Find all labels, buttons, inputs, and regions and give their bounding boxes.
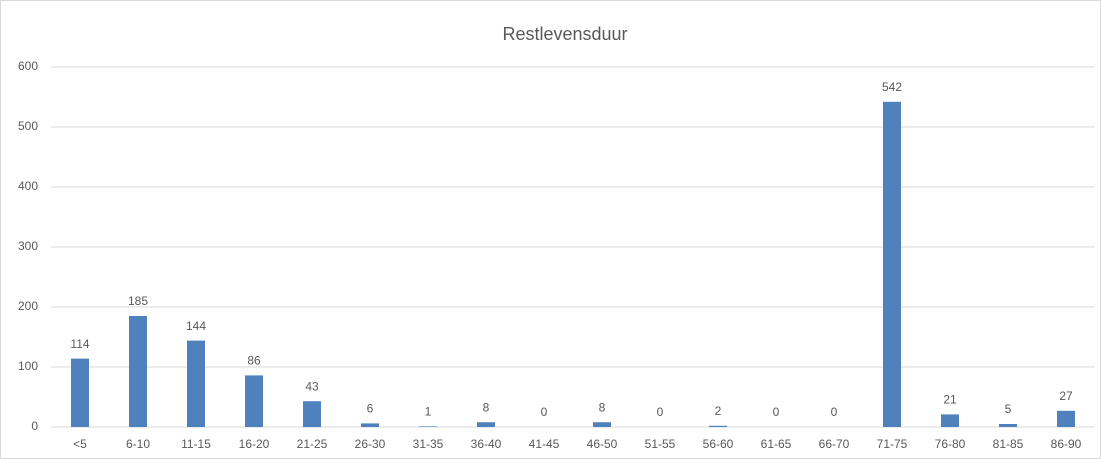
data-label: 8 bbox=[599, 400, 606, 414]
bar bbox=[245, 375, 263, 427]
data-label: 0 bbox=[657, 405, 664, 419]
x-tick-label: 41-45 bbox=[529, 437, 560, 451]
x-tick-label: 46-50 bbox=[587, 437, 618, 451]
x-tick-label: 6-10 bbox=[126, 437, 150, 451]
bar bbox=[361, 423, 379, 427]
y-tick-label: 200 bbox=[18, 299, 38, 313]
bar bbox=[129, 316, 147, 427]
data-label: 43 bbox=[305, 379, 319, 393]
data-label: 144 bbox=[186, 319, 206, 333]
x-tick-label: 21-25 bbox=[297, 437, 328, 451]
data-label: 0 bbox=[541, 405, 548, 419]
data-label: 542 bbox=[882, 80, 902, 94]
x-tick-label: 36-40 bbox=[471, 437, 502, 451]
y-tick-label: 600 bbox=[18, 59, 38, 73]
x-tick-label: 56-60 bbox=[703, 437, 734, 451]
data-label: 185 bbox=[128, 294, 148, 308]
data-label: 0 bbox=[831, 405, 838, 419]
y-tick-label: 300 bbox=[18, 239, 38, 253]
bar bbox=[941, 414, 959, 427]
bar bbox=[477, 422, 495, 427]
x-tick-label: 86-90 bbox=[1051, 437, 1082, 451]
y-tick-label: 500 bbox=[18, 119, 38, 133]
data-label: 0 bbox=[773, 405, 780, 419]
bar bbox=[187, 340, 205, 427]
x-tick-label: 16-20 bbox=[239, 437, 270, 451]
bar bbox=[883, 101, 901, 428]
data-label: 114 bbox=[70, 337, 89, 351]
data-label: 86 bbox=[247, 354, 261, 368]
y-tick-label: 0 bbox=[31, 419, 38, 433]
data-label: 6 bbox=[367, 402, 374, 416]
chart-title: Restlevensduur bbox=[502, 24, 627, 44]
data-label: 1 bbox=[425, 405, 432, 419]
x-tick-label: 81-85 bbox=[993, 437, 1024, 451]
data-label: 21 bbox=[943, 393, 957, 407]
x-tick-label: 26-30 bbox=[355, 437, 386, 451]
data-label: 27 bbox=[1059, 389, 1073, 403]
data-label: 8 bbox=[483, 400, 490, 414]
bar bbox=[709, 425, 727, 427]
data-label: 2 bbox=[715, 404, 722, 418]
x-tick-label: 51-55 bbox=[645, 437, 676, 451]
x-tick-label: 76-80 bbox=[935, 437, 966, 451]
bar bbox=[1057, 410, 1075, 427]
bar bbox=[303, 401, 321, 427]
bar bbox=[71, 358, 89, 427]
bar bbox=[593, 422, 611, 427]
x-tick-label: 61-65 bbox=[761, 437, 792, 451]
data-label: 5 bbox=[1005, 402, 1012, 416]
y-tick-label: 400 bbox=[18, 179, 38, 193]
bar bbox=[999, 424, 1017, 427]
x-tick-label: 71-75 bbox=[877, 437, 908, 451]
x-tick-label: 11-15 bbox=[181, 437, 211, 451]
x-tick-label: <5 bbox=[73, 437, 87, 451]
bar bbox=[419, 426, 437, 427]
x-tick-label: 66-70 bbox=[819, 437, 850, 451]
y-tick-label: 100 bbox=[18, 359, 38, 373]
x-tick-label: 31-35 bbox=[413, 437, 444, 451]
